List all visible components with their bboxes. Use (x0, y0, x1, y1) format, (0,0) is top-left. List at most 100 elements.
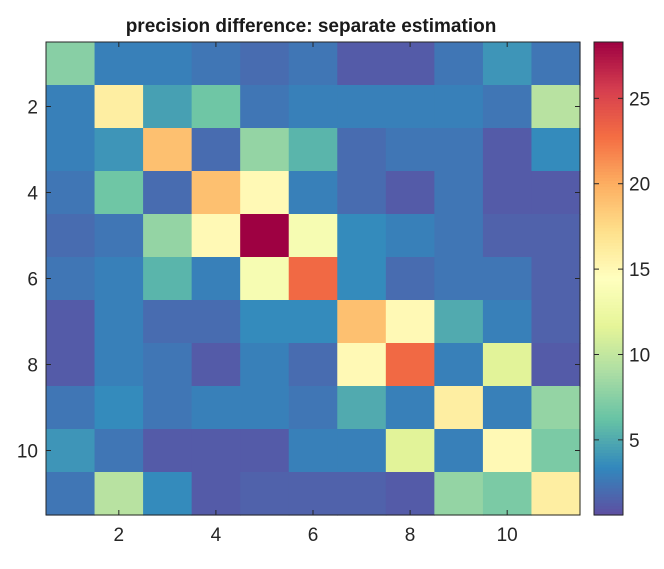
heatmap-cell (94, 386, 144, 430)
heatmap-cell (143, 214, 193, 258)
colorbar-segment (594, 130, 623, 135)
heatmap-cell (46, 171, 96, 215)
colorbar-segment (594, 473, 623, 478)
colorbar-frame (593, 41, 624, 516)
colorbar-segment (594, 183, 623, 188)
colorbar-segment (594, 449, 623, 454)
colorbar-segment (594, 328, 623, 333)
heatmap-cell (337, 42, 387, 86)
heatmap-cell (143, 257, 193, 301)
colorbar-segment (594, 53, 623, 58)
heatmap-cell (46, 257, 96, 301)
colorbar-segment (594, 115, 623, 120)
colorbar-segment (594, 86, 623, 90)
heatmap-cell (385, 85, 435, 129)
colorbar-segment (594, 308, 623, 312)
colorbar-segment (594, 393, 623, 398)
colorbar-segment (594, 83, 623, 87)
heatmap-cell (94, 214, 144, 258)
heatmap-cell (46, 300, 96, 344)
heatmap-cell (482, 343, 533, 387)
colorbar-segment (594, 447, 623, 451)
heatmap-cell (531, 214, 581, 258)
colorbar-segment (594, 145, 623, 150)
heatmap-cell (143, 171, 193, 215)
colorbar-segment (594, 316, 623, 321)
heatmap-cell (240, 128, 290, 172)
heatmap-cell (434, 214, 484, 258)
colorbar-segment (594, 213, 623, 218)
y-tick-label: 2 (27, 98, 38, 119)
heatmap-cell (288, 214, 338, 258)
colorbar-segment (594, 228, 623, 232)
heatmap-cell (143, 472, 193, 516)
heatmap-cell (240, 214, 290, 258)
colorbar-segment (594, 192, 623, 197)
heatmap-cell (482, 128, 533, 172)
colorbar-segment (594, 172, 623, 176)
colorbar-segment (594, 127, 623, 132)
y-axis-ticks: 2 4 6 8 10 (17, 98, 580, 463)
colorbar-segment (594, 488, 623, 492)
heatmap-cell (385, 429, 435, 473)
heatmap-cell (385, 257, 435, 301)
heatmap-cell (385, 300, 435, 344)
colorbar-segment (594, 248, 623, 253)
heatmap-cell (434, 42, 484, 86)
colorbar-segment (594, 219, 623, 223)
colorbar-segment (594, 319, 623, 324)
heatmap-cell (143, 42, 193, 86)
heatmap-cell (434, 300, 484, 344)
heatmap-cell (46, 343, 96, 387)
colorbar-segment (594, 278, 623, 283)
colorbar-segment (594, 263, 623, 268)
heatmap-cell (337, 343, 387, 387)
heatmap-cell (191, 171, 241, 215)
heatmap-cell (240, 343, 290, 387)
colorbar-segment (594, 373, 623, 377)
heatmap-cell (191, 42, 241, 86)
colorbar-segment (594, 65, 623, 70)
heatmap-cell (531, 300, 581, 344)
colorbar-segment (594, 281, 623, 286)
colorbar-segment (594, 349, 623, 354)
heatmap-cell (143, 128, 193, 172)
colorbar-segment (594, 275, 623, 280)
heatmap-cell (191, 429, 241, 473)
chart-title: precision difference: separate estimatio… (126, 16, 497, 37)
colorbar-segment (594, 325, 623, 330)
colorbar-segment (594, 157, 623, 161)
colorbar-segment (594, 296, 623, 300)
colorbar-segment (594, 47, 623, 52)
colorbar-segment (594, 160, 623, 164)
colorbar-segment (594, 494, 623, 498)
heatmap-cell (46, 386, 96, 430)
colorbar-segment (594, 361, 623, 365)
colorbar-segment (594, 367, 623, 371)
x-tick-label: 4 (211, 525, 222, 546)
heatmap-cell (531, 429, 581, 473)
colorbar-segment (594, 464, 623, 469)
heatmap-cell (288, 429, 338, 473)
heatmap-cell (482, 386, 533, 430)
heatmap-cell (191, 214, 241, 258)
heatmap-cell (385, 472, 435, 516)
colorbar-segment (594, 163, 623, 167)
colorbar-segment (594, 266, 623, 271)
colorbar-segment (594, 396, 623, 401)
heatmap-cell (288, 472, 338, 516)
colorbar-segment (594, 216, 623, 220)
heatmap-cell (191, 257, 241, 301)
colorbar-segment (594, 455, 623, 460)
heatmap-cell (288, 128, 338, 172)
heatmap-cell (482, 214, 533, 258)
colorbar-tick-label: 15 (629, 260, 650, 281)
heatmap-cell (94, 257, 144, 301)
colorbar-segment (594, 42, 623, 46)
heatmap-cell (191, 85, 241, 129)
heatmap-cell (434, 386, 484, 430)
heatmap-cell (94, 171, 144, 215)
colorbar-segment (594, 56, 623, 61)
colorbar-segment (594, 302, 623, 306)
